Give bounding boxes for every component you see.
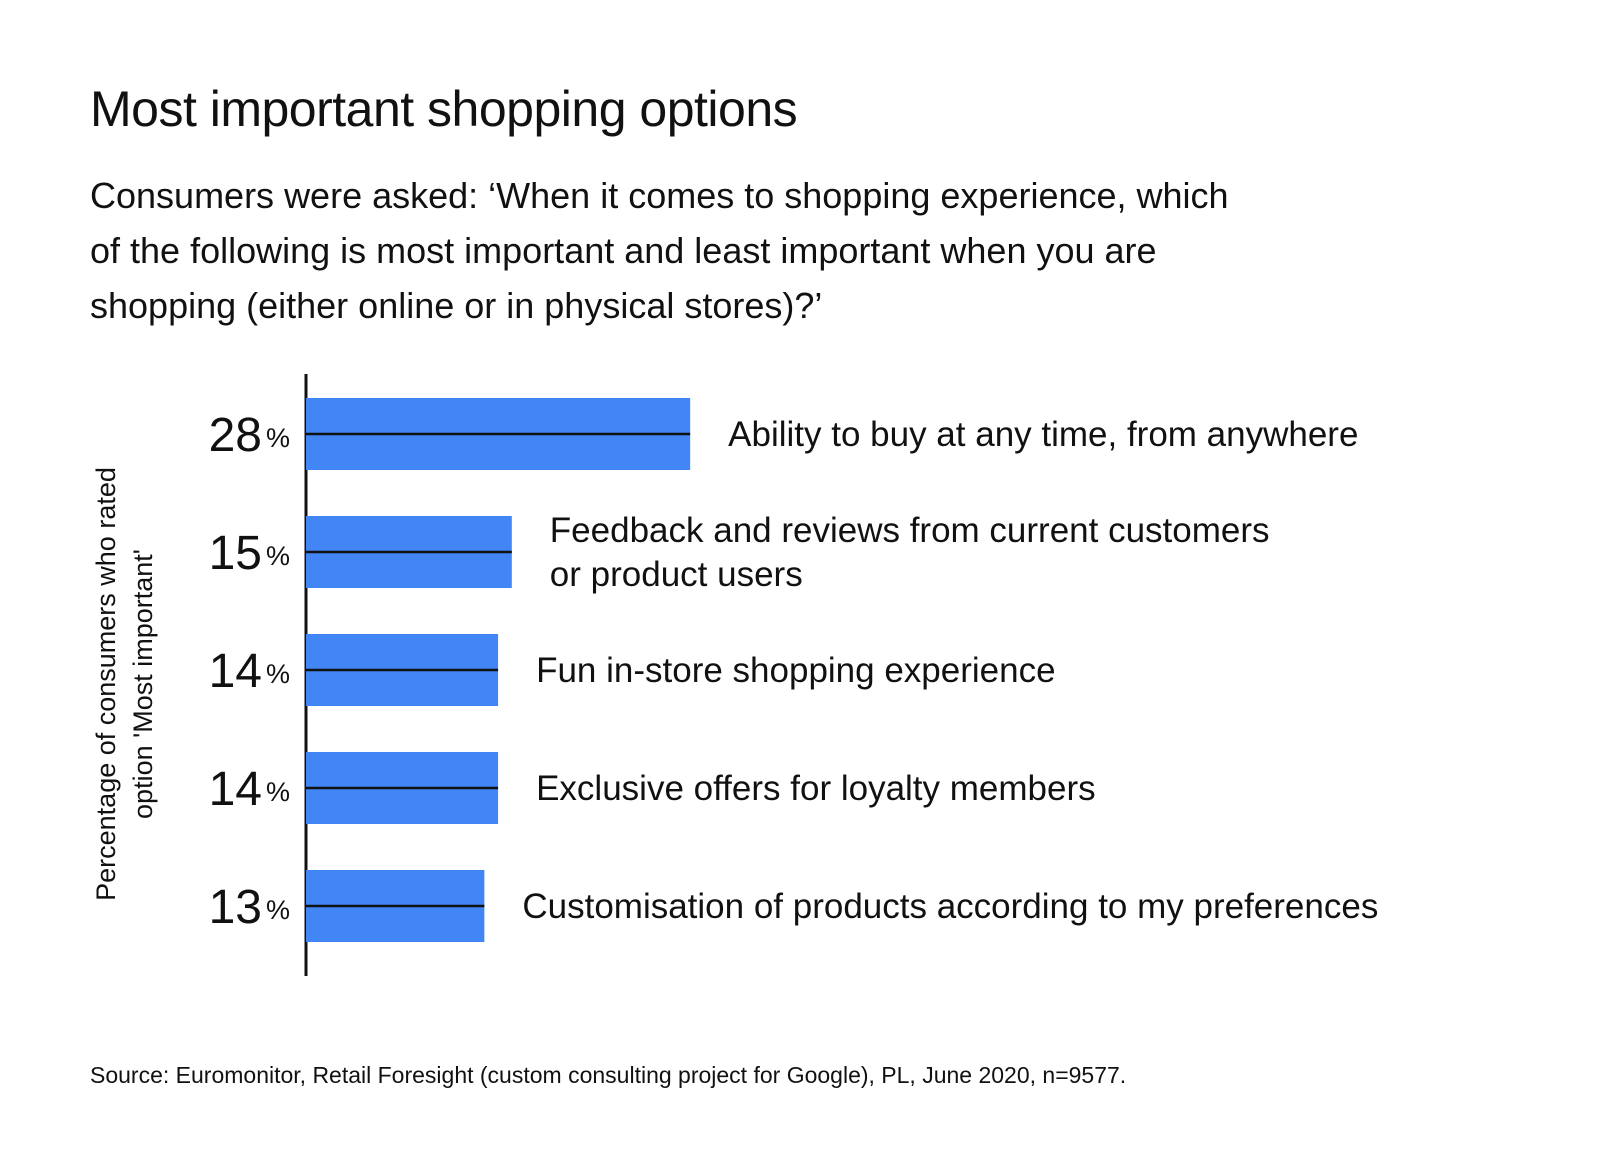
value-unit: %: [266, 895, 290, 925]
source-note: Source: Euromonitor, Retail Foresight (c…: [90, 1062, 1127, 1088]
category-label: Customisation of products according to m…: [522, 887, 1378, 926]
value-unit: %: [266, 541, 290, 571]
category-label: Feedback and reviews from current custom…: [550, 511, 1270, 550]
value-unit: %: [266, 423, 290, 453]
value-label: 13: [209, 881, 262, 934]
value-unit: %: [266, 659, 290, 689]
category-label: Ability to buy at any time, from anywher…: [728, 415, 1358, 454]
value-label: 15: [209, 527, 262, 580]
category-label: Exclusive offers for loyalty members: [536, 769, 1096, 808]
chart-title: Most important shopping options: [90, 81, 798, 137]
category-label: Fun in-store shopping experience: [536, 651, 1055, 690]
chart-subtitle: Consumers were asked: ‘When it comes to …: [90, 175, 1229, 326]
category-label: or product users: [550, 555, 803, 594]
value-label: 28: [209, 409, 262, 462]
value-unit: %: [266, 777, 290, 807]
value-label: 14: [209, 763, 262, 816]
value-label: 14: [209, 645, 262, 698]
